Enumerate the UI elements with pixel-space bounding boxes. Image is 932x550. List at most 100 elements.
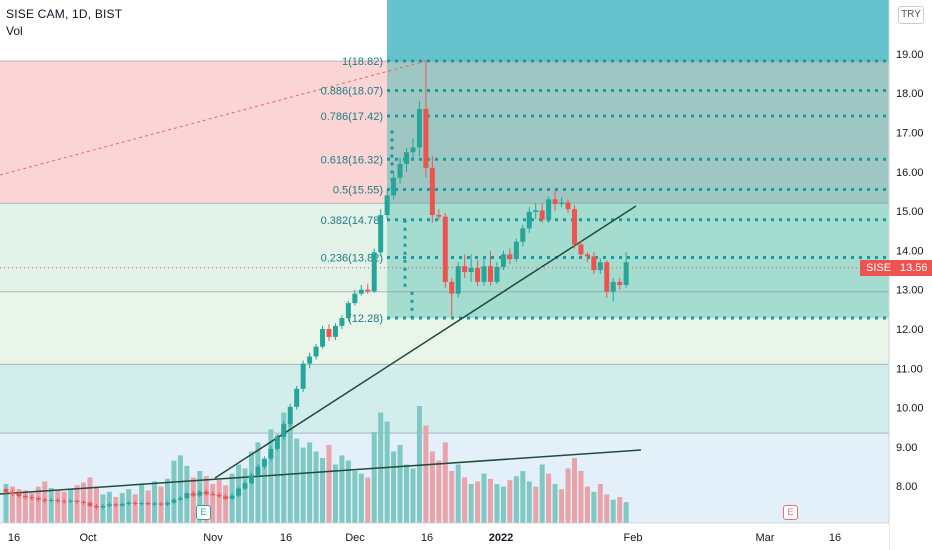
volume-bar — [397, 445, 403, 523]
candle-body — [559, 202, 565, 205]
time-axis-tick: 16 — [421, 532, 433, 544]
volume-bar — [481, 473, 487, 523]
volume-bar — [268, 429, 274, 523]
volume-bar — [16, 489, 22, 523]
volume-bar — [216, 480, 222, 523]
candle-body — [81, 501, 87, 503]
volume-bar — [371, 432, 377, 523]
volume-bar — [3, 484, 9, 523]
volume-bar — [436, 460, 442, 523]
candle-body — [197, 491, 203, 496]
volume-bar — [565, 468, 571, 523]
volume-bar — [617, 497, 623, 523]
candle-body — [449, 281, 455, 294]
time-axis-tick: 16 — [829, 532, 841, 544]
volume-bar — [261, 460, 267, 523]
volume-bar — [171, 460, 177, 523]
volume-bar — [113, 497, 119, 523]
volume-bar — [604, 494, 610, 523]
candle-body — [223, 496, 229, 499]
volume-bar — [9, 486, 15, 523]
candle-body — [29, 497, 35, 499]
candle-body — [9, 492, 15, 495]
candle-body — [604, 262, 610, 292]
candle-body — [307, 356, 313, 364]
candle-body — [332, 325, 338, 337]
volume-bar — [358, 473, 364, 523]
volume-bar — [442, 442, 448, 523]
price-tag-symbol: SISE — [866, 262, 892, 274]
volume-bar — [165, 478, 170, 523]
volume-bar — [591, 491, 597, 523]
volume-bar — [61, 491, 67, 523]
volume-bar — [571, 458, 577, 523]
volume-bar — [623, 502, 629, 523]
price-axis-tick: 17.00 — [896, 128, 924, 140]
candle-body — [190, 493, 196, 496]
volume-bar — [475, 481, 481, 523]
volume-bar — [533, 486, 539, 523]
volume-bar — [210, 484, 216, 523]
upcoming-earnings-icon[interactable]: E — [783, 505, 798, 520]
volume-bar — [74, 485, 80, 523]
volume-bar — [526, 481, 532, 523]
earnings-event-icon[interactable]: E — [196, 505, 211, 520]
candle-body — [468, 268, 474, 273]
candle-body — [3, 488, 9, 493]
price-axis-tick: 9.00 — [896, 442, 917, 454]
fib-label: 1(18.82) — [342, 56, 383, 68]
volume-bar — [597, 484, 603, 523]
retracement-zone-grey — [387, 61, 889, 204]
candle-body — [281, 424, 287, 438]
dashed-trendline — [0, 59, 431, 176]
volume-bar — [126, 489, 132, 523]
chart-header: SISE CAM, 1D, BIST Vol — [6, 6, 122, 40]
volume-bar — [520, 471, 526, 523]
candle-body — [261, 458, 267, 467]
candle-body — [552, 199, 558, 205]
volume-bar — [339, 455, 345, 523]
candle-body — [42, 499, 48, 501]
price-tag-value: 13.56 — [900, 262, 928, 274]
candle-body — [488, 266, 493, 282]
candle-body — [35, 498, 41, 500]
candle-body — [591, 256, 597, 271]
fib-label: 0.618(16.32) — [321, 154, 383, 166]
price-axis-tick: 15.00 — [896, 206, 924, 218]
candle-body — [507, 254, 513, 260]
volume-bar — [203, 476, 209, 523]
candle-body — [500, 254, 506, 267]
candle-body — [313, 346, 319, 357]
volume-bar — [500, 486, 506, 523]
candle-body — [119, 503, 125, 506]
candle-body — [423, 108, 429, 168]
candle-body — [371, 252, 377, 292]
volume-bar — [177, 455, 183, 523]
candle-body — [16, 494, 22, 497]
price-axis-tick: 14.00 — [896, 245, 924, 257]
candle-body — [429, 167, 435, 216]
volume-bar — [552, 484, 558, 523]
candle-body — [345, 303, 351, 319]
candle-body — [378, 215, 384, 253]
currency-button[interactable]: TRY — [898, 6, 924, 24]
time-axis-tick: 2022 — [489, 532, 513, 544]
candle-body — [106, 504, 112, 506]
candle-body — [352, 293, 358, 304]
candle-body — [152, 503, 158, 505]
candle-body — [520, 228, 526, 242]
candle-body — [158, 503, 164, 505]
volume-label[interactable]: Vol — [6, 24, 23, 38]
volume-bar — [48, 487, 54, 523]
fib-label: 0.886(18.07) — [321, 85, 383, 97]
candle-body — [436, 215, 442, 217]
volume-bar — [449, 471, 455, 523]
time-axis-tick: Mar — [756, 532, 775, 544]
candle-body — [171, 499, 177, 503]
candle-body — [623, 262, 629, 286]
volume-bar — [494, 484, 500, 523]
volume-bar — [332, 464, 338, 523]
symbol-title[interactable]: SISE CAM, 1D, BIST — [6, 7, 123, 21]
